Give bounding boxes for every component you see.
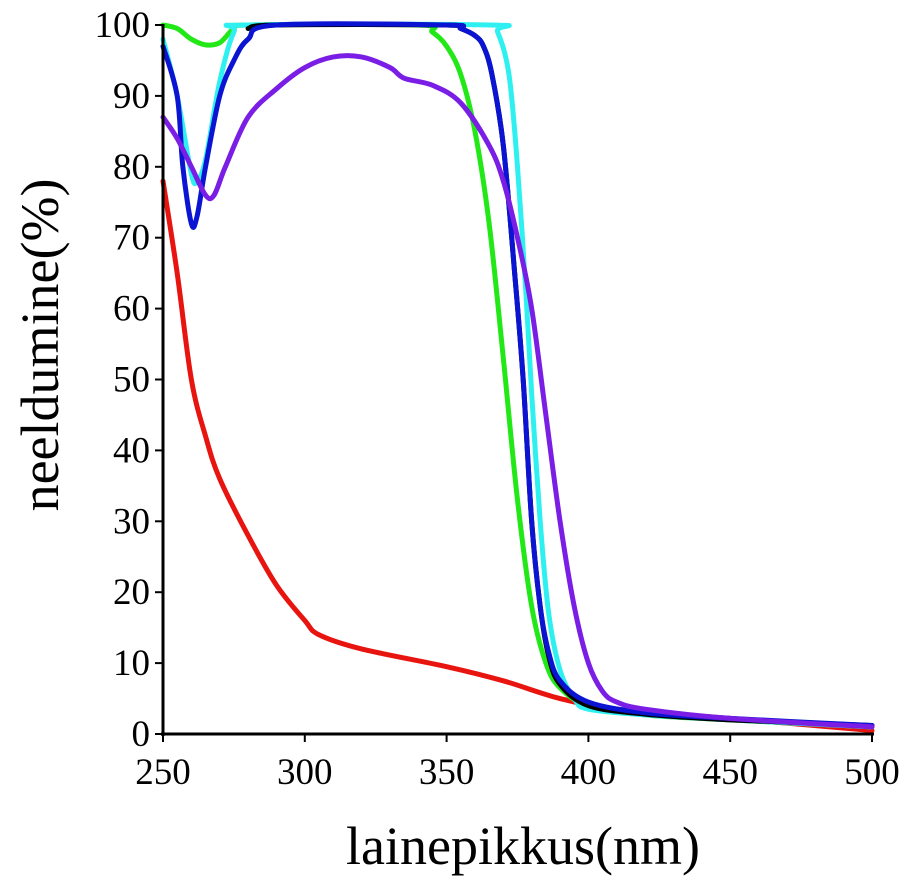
series-layer: [160, 21, 875, 733]
series-line-5: [160, 53, 875, 730]
ticks: 250 300 350 400 450 500 0 10 20 30 40 50 60 70 80 90 100: [95, 5, 900, 793]
y-tick-label: 0: [132, 714, 151, 755]
y-tick-label: 20: [113, 572, 150, 613]
y-tick-label: 100: [95, 5, 151, 46]
series-line-3: [245, 22, 875, 728]
y-tick-label: 30: [113, 501, 150, 542]
x-tick-label: 350: [419, 752, 475, 793]
y-tick-label: 50: [113, 360, 150, 401]
y-tick-label: 70: [113, 218, 150, 259]
x-tick-label: 500: [844, 752, 900, 793]
y-axis-title: neeldumine(%): [10, 179, 70, 512]
y-tick-label: 40: [113, 430, 150, 471]
x-tick-label: 450: [702, 752, 758, 793]
series-line-1: [160, 21, 875, 730]
y-tick-label: 10: [113, 643, 150, 684]
x-tick-label: 400: [561, 752, 617, 793]
series-line-2: [160, 21, 875, 730]
x-axis-title: lainepikkus(nm): [346, 816, 700, 876]
series-line-0: [160, 178, 875, 733]
y-tick-label: 90: [113, 76, 150, 117]
series-line-4: [160, 21, 875, 728]
x-tick-label: 300: [277, 752, 333, 793]
y-tick-label: 60: [113, 289, 150, 330]
y-tick-label: 80: [113, 147, 150, 188]
x-tick-label: 250: [135, 752, 191, 793]
